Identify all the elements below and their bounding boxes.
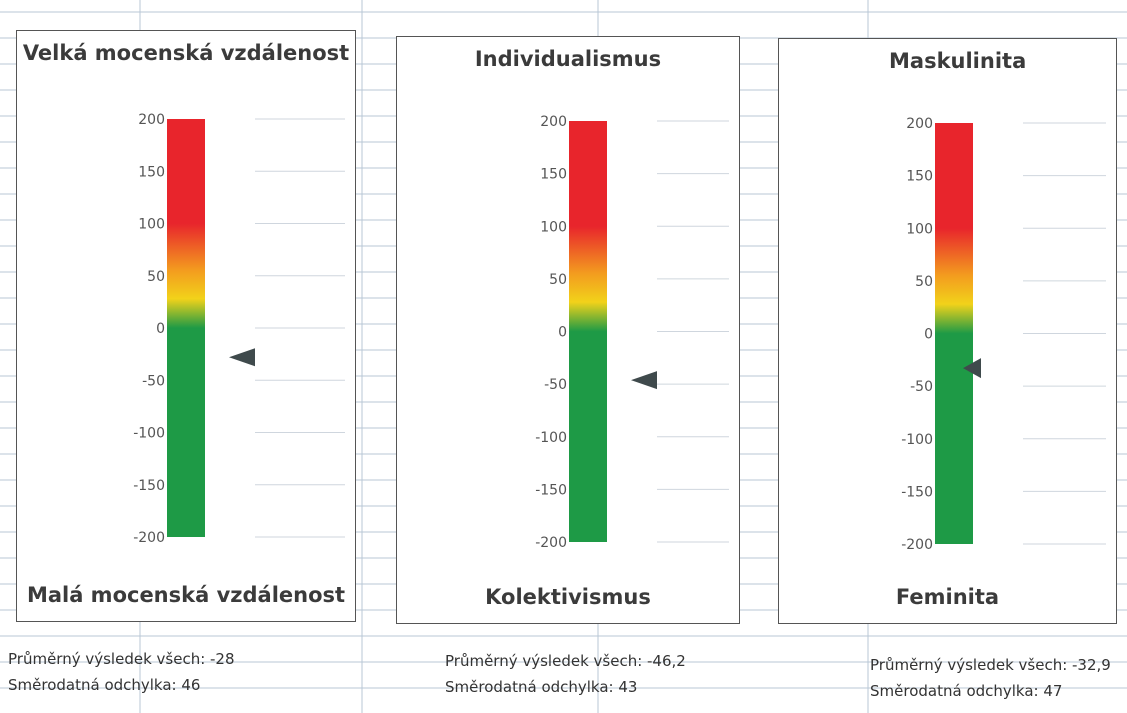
- tick-label: -150: [133, 478, 165, 494]
- power-distance-std: Směrodatná odchylka: 46: [8, 676, 201, 694]
- power-distance-title: Velká mocenská vzdálenost: [22, 41, 350, 65]
- tick-label: 100: [138, 217, 165, 233]
- individualism-title: Individualismus: [474, 47, 662, 71]
- tick-label: -100: [133, 426, 165, 442]
- tick-label: -150: [901, 484, 933, 500]
- value-marker: [631, 371, 657, 390]
- tick-label: -50: [544, 377, 567, 393]
- masculinity-std: Směrodatná odchylka: 47: [870, 682, 1063, 700]
- power-distance-bottom-label: Malá mocenská vzdálenost: [26, 583, 346, 607]
- tick-label: 200: [540, 114, 567, 130]
- power-distance-gauge: 200 150 100 50 0 -50 -100 -150 -200: [133, 112, 345, 546]
- power-distance-panel: Velká mocenská vzdálenost 200 150 100 50 0 -5…: [16, 30, 356, 622]
- masculinity-title: Maskulinita: [889, 49, 1027, 73]
- individualism-bottom-label: Kolektivismus: [485, 585, 651, 609]
- power-distance-mean: Průměrný výsledek všech: -28: [8, 650, 235, 668]
- tick-label: -150: [535, 482, 567, 498]
- tick-label: -50: [910, 379, 933, 395]
- masculinity-panel: Maskulinita 200 150 100 50 0 -50 -100 -150 -200 …: [778, 38, 1117, 624]
- masculinity-bottom-label: Feminita: [895, 585, 1000, 609]
- tick-label: 200: [906, 116, 933, 132]
- individualism-panel: Individualismus 200 150 100 50 0 -50 -100 -150 -…: [396, 36, 740, 624]
- value-marker: [963, 358, 981, 379]
- tick-label: 50: [549, 272, 567, 288]
- individualism-gauge: 200 150 100 50 0 -50 -100 -150 -200: [535, 114, 729, 551]
- tick-label: -50: [142, 373, 165, 389]
- masculinity-stats: Průměrný výsledek všech: -32,9 Směrodatn…: [870, 652, 1127, 704]
- gauge-bar: [569, 121, 607, 542]
- tick-label: -200: [133, 530, 165, 546]
- tick-label: 150: [906, 169, 933, 185]
- tick-label: 150: [540, 167, 567, 183]
- tick-label: 100: [906, 221, 933, 237]
- individualism-std: Směrodatná odchylka: 43: [445, 678, 638, 696]
- tick-label: -200: [901, 537, 933, 553]
- value-marker: [229, 348, 255, 367]
- tick-label: 50: [147, 269, 165, 285]
- power-distance-stats: Průměrný výsledek všech: -28 Směrodatná …: [8, 646, 235, 698]
- tick-label: 150: [138, 164, 165, 180]
- tick-label: -100: [535, 430, 567, 446]
- tick-label: 0: [924, 327, 933, 343]
- tick-label: -200: [535, 535, 567, 551]
- individualism-stats: Průměrný výsledek všech: -46,2 Směrodatn…: [445, 648, 686, 700]
- tick-label: 50: [915, 274, 933, 290]
- tick-label: 0: [156, 321, 165, 337]
- gauge-bar: [935, 123, 973, 544]
- gauge-bar: [167, 119, 205, 537]
- tick-label: 200: [138, 112, 165, 128]
- tick-label: 0: [558, 325, 567, 341]
- masculinity-mean: Průměrný výsledek všech: -32,9: [870, 656, 1111, 674]
- tick-label: -100: [901, 432, 933, 448]
- masculinity-gauge: 200 150 100 50 0 -50 -100 -150 -200: [901, 116, 1106, 553]
- tick-label: 100: [540, 219, 567, 235]
- individualism-mean: Průměrný výsledek všech: -46,2: [445, 652, 686, 670]
